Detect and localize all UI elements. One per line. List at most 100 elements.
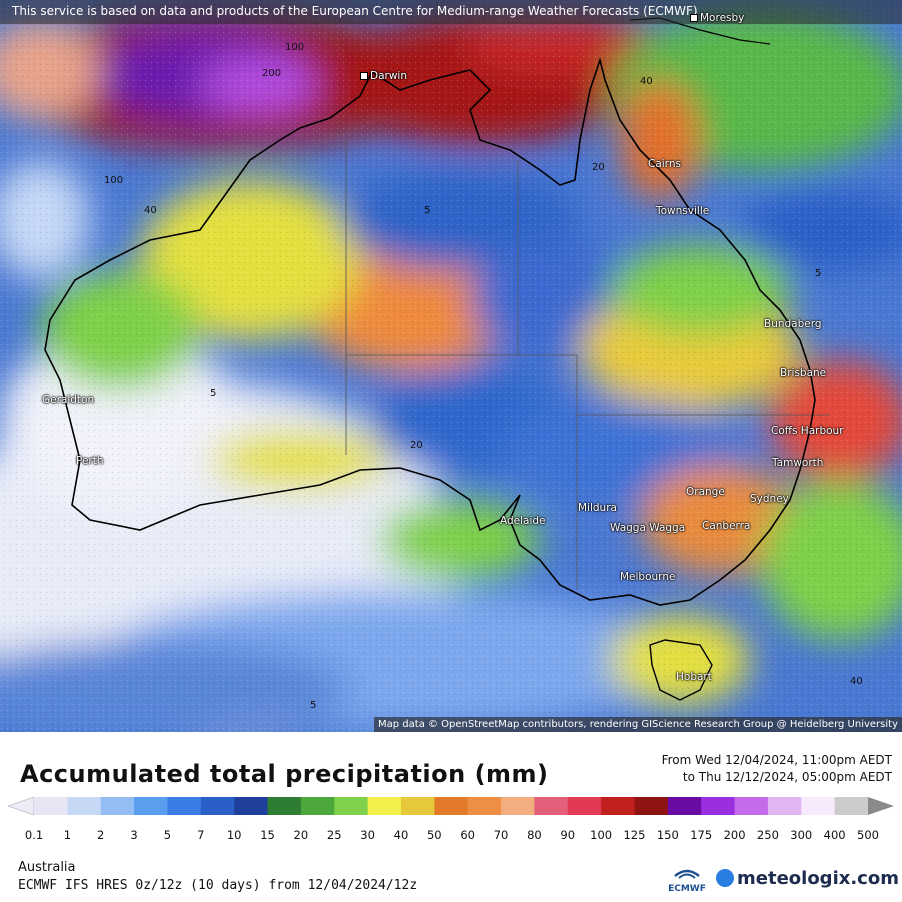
city-hobart[interactable]: Hobart xyxy=(676,671,712,683)
scale-label: 25 xyxy=(326,828,342,842)
scale-label: 2 xyxy=(97,828,105,842)
color-scale-bar xyxy=(8,796,894,816)
precipitation-map[interactable]: This service is based on data and produc… xyxy=(0,0,902,732)
city-marker xyxy=(690,14,698,22)
region-name: Australia xyxy=(18,860,76,875)
contour-label: 40 xyxy=(850,676,863,687)
period-from: From Wed 12/04/2024, 11:00pm AEDT xyxy=(661,753,892,767)
scale-label: 20 xyxy=(293,828,309,842)
map-field xyxy=(0,0,902,732)
scale-swatch xyxy=(701,797,736,815)
scale-label: 3 xyxy=(130,828,138,842)
forecast-period: From Wed 12/04/2024, 11:00pm AEDT to Thu… xyxy=(662,752,892,786)
scale-label: 10 xyxy=(226,828,242,842)
scale-swatch xyxy=(634,797,669,815)
scale-swatch xyxy=(467,797,502,815)
coastline xyxy=(44,57,816,606)
ecmwf-logo-text: ECMWF xyxy=(668,884,706,894)
scale-label: 500 xyxy=(857,828,879,842)
scale-label: 7 xyxy=(197,828,205,842)
scale-swatch xyxy=(834,797,869,815)
state-borders xyxy=(345,140,830,590)
scale-label: 50 xyxy=(426,828,442,842)
period-to: to Thu 12/12/2024, 05:00pm AEDT xyxy=(682,770,892,784)
scale-swatch xyxy=(67,797,102,815)
city-townsville[interactable]: Townsville xyxy=(656,205,710,217)
ecmwf-logo[interactable]: ECMWF xyxy=(668,865,706,894)
city-moresby[interactable]: Moresby xyxy=(690,12,744,24)
contour-label: 5 xyxy=(815,268,822,279)
city-mildura[interactable]: Mildura xyxy=(578,502,617,514)
scale-swatch xyxy=(567,797,602,815)
scale-label: 100 xyxy=(590,828,613,842)
city-perth[interactable]: Perth xyxy=(76,455,104,467)
scale-swatch xyxy=(400,797,435,815)
scale-swatch xyxy=(334,797,369,815)
scale-swatch xyxy=(200,797,235,815)
scale-label: 5 xyxy=(163,828,172,842)
contour-label: 40 xyxy=(640,76,653,87)
scale-swatch xyxy=(267,797,302,815)
meteologix-logo-text: meteologix.com xyxy=(737,868,899,889)
city-brisbane[interactable]: Brisbane xyxy=(780,367,827,379)
scale-label: 60 xyxy=(460,828,475,842)
scale-label: 1 xyxy=(63,828,72,842)
city-canberra[interactable]: Canberra xyxy=(702,520,751,532)
scale-label: 250 xyxy=(756,828,779,842)
scale-swatch xyxy=(234,797,269,815)
scale-swatch xyxy=(134,797,168,815)
contour-label: 5 xyxy=(424,205,431,216)
city-marker xyxy=(360,72,368,80)
scale-label: 0.1 xyxy=(24,828,44,842)
scale-swatch xyxy=(167,797,202,815)
city-wagga-wagga[interactable]: Wagga Wagga xyxy=(610,522,686,534)
scale-swatch xyxy=(501,797,535,815)
scale-swatch xyxy=(434,797,469,815)
contour-label: 100 xyxy=(104,175,124,186)
city-orange[interactable]: Orange xyxy=(686,486,725,498)
scale-label: 125 xyxy=(623,828,646,842)
scale-label: 150 xyxy=(656,828,679,842)
scale-swatch xyxy=(34,797,68,815)
scale-swatch xyxy=(801,797,836,815)
scale-label: 15 xyxy=(260,828,275,842)
scale-swatch xyxy=(300,797,335,815)
city-sydney[interactable]: Sydney xyxy=(750,493,789,505)
scale-swatch xyxy=(767,797,802,815)
scale-swatch xyxy=(734,797,769,815)
scale-label: 90 xyxy=(560,828,576,842)
meteologix-logo[interactable]: meteologix.com xyxy=(716,868,899,889)
city-geraldton[interactable]: Geraldton xyxy=(42,394,95,406)
scale-label: 80 xyxy=(527,828,542,842)
contour-label: 20 xyxy=(410,440,423,451)
top-attribution-bar: This service is based on data and produc… xyxy=(0,0,902,24)
scale-arrow-low xyxy=(8,796,35,816)
top-attribution-text: This service is based on data and produc… xyxy=(12,4,698,18)
city-melbourne[interactable]: Melbourne xyxy=(620,571,676,583)
scale-label: 70 xyxy=(493,828,509,842)
city-darwin[interactable]: Darwin xyxy=(360,70,407,82)
contour-label: 20 xyxy=(592,162,605,173)
scale-label: 300 xyxy=(790,828,813,842)
city-tamworth[interactable]: Tamworth xyxy=(772,457,824,469)
ecmwf-logo-icon xyxy=(674,869,700,879)
color-scale-labels: 0.1 1 2 3 5 7 10 15 20 25 30 40 50 60 70 80 90 100 125 150 1… xyxy=(0,828,902,844)
contour-label: 5 xyxy=(310,700,317,711)
contour-label: 100 xyxy=(285,42,305,53)
city-coffs-harbour[interactable]: Coffs Harbour xyxy=(771,425,844,437)
model-run-info: ECMWF IFS HRES 0z/12z (10 days) from 12/… xyxy=(18,878,418,893)
city-adelaide[interactable]: Adelaide xyxy=(500,515,546,527)
scale-label: 30 xyxy=(360,828,375,842)
map-title: Accumulated total precipitation (mm) xyxy=(20,760,549,788)
legend-panel: Accumulated total precipitation (mm) Fro… xyxy=(0,732,902,902)
scale-swatch xyxy=(100,797,135,815)
scale-label: 200 xyxy=(723,828,746,842)
contour-label: 5 xyxy=(210,388,217,399)
scale-swatch xyxy=(534,797,569,815)
city-bundaberg[interactable]: Bundaberg xyxy=(764,318,822,330)
scale-swatch xyxy=(601,797,635,815)
map-attribution: Map data © OpenStreetMap contributors, r… xyxy=(374,717,902,732)
meteologix-icon xyxy=(716,869,734,887)
city-cairns[interactable]: Cairns xyxy=(648,158,681,170)
contour-label: 200 xyxy=(262,68,282,79)
